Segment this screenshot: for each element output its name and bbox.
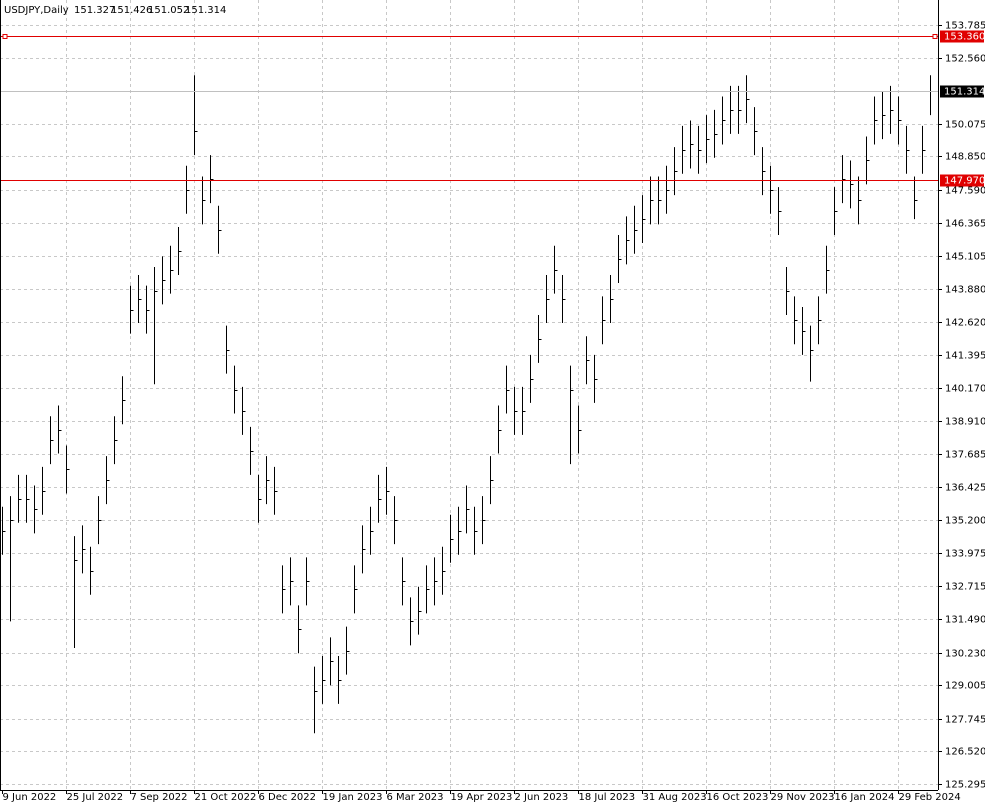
quote-value: 151.052: [148, 5, 189, 16]
level-handle: [2, 34, 8, 39]
x-tick-label: 9 Jun 2022: [3, 792, 57, 803]
level-handle: [932, 34, 938, 39]
y-tick-label: 152.560: [945, 54, 985, 65]
quote-value: 151.327: [74, 5, 115, 16]
y-tick-label: 138.910: [945, 417, 985, 428]
grid: [0, 0, 938, 790]
y-tick-label: 140.170: [945, 384, 985, 395]
level-label: 147.970: [944, 176, 985, 187]
x-tick-label: 25 Jul 2022: [67, 792, 124, 803]
y-tick-label: 130.230: [945, 649, 985, 660]
x-tick-label: 29 Nov 2023: [771, 792, 835, 803]
y-tick-label: 145.105: [945, 252, 985, 263]
last-price-box: [940, 85, 984, 98]
chart-title: USDJPY,Daily: [4, 5, 69, 16]
level-box: [940, 30, 984, 43]
y-tick-label: 132.715: [945, 582, 985, 593]
y-tick-label: 142.620: [945, 318, 985, 329]
x-tick-label: 6 Mar 2023: [387, 792, 444, 803]
x-tick-label: 18 Jul 2023: [579, 792, 636, 803]
y-tick-label: 146.365: [945, 219, 985, 230]
y-tick-label: 148.850: [945, 152, 985, 163]
x-tick-label: 16 Jan 2024: [835, 792, 895, 803]
quote-value: 151.314: [185, 5, 226, 16]
quote-value: 151.426: [111, 5, 152, 16]
x-tick-label: 31 Aug 2023: [643, 792, 707, 803]
y-tick-label: 131.490: [945, 615, 985, 626]
x-tick-label: 19 Apr 2023: [451, 792, 513, 803]
overlay: [0, 34, 938, 181]
last-price-label: 151.314: [944, 87, 985, 98]
x-tick-label: 29 Feb 2024: [899, 792, 961, 803]
y-tick-label: 141.395: [945, 351, 985, 362]
y-tick-label: 129.005: [945, 681, 985, 692]
y-tick-label: 135.200: [945, 516, 985, 527]
x-tick-label: 6 Dec 2022: [259, 792, 317, 803]
y-tick-label: 127.745: [945, 715, 985, 726]
y-tick-label: 125.295: [945, 780, 985, 791]
level-label: 153.360: [944, 32, 985, 43]
x-tick-label: 7 Sep 2022: [131, 792, 188, 803]
level-box: [940, 174, 984, 187]
y-tick-label: 147.590: [945, 186, 985, 197]
x-tick-label: 19 Jan 2023: [323, 792, 383, 803]
y-tick-label: 136.425: [945, 483, 985, 494]
x-tick-label: 2 Jun 2023: [515, 792, 569, 803]
y-tick-label: 137.685: [945, 450, 985, 461]
bars: [2, 75, 934, 734]
y-tick-label: 150.075: [945, 120, 985, 131]
y-tick-label: 143.880: [945, 285, 985, 296]
x-tick-label: 21 Oct 2022: [195, 792, 257, 803]
y-tick-label: 133.975: [945, 549, 985, 560]
x-tick-label: 16 Oct 2023: [707, 792, 769, 803]
y-tick-label: 153.785: [945, 21, 985, 32]
y-tick-label: 126.520: [945, 747, 985, 758]
